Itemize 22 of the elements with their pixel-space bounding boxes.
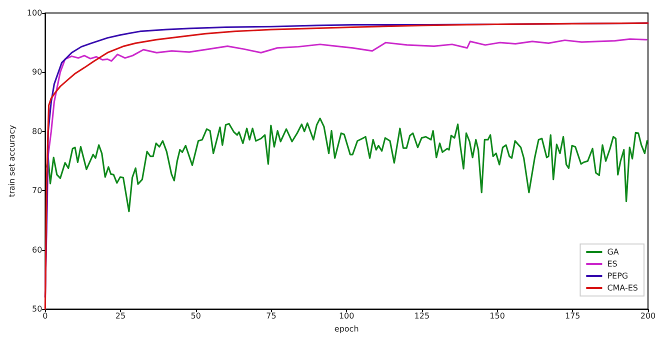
legend-label: ES xyxy=(607,260,618,268)
x-tick-label: 175 xyxy=(565,312,580,321)
y-tick-label: 100 xyxy=(26,8,42,18)
y-tick-label: 60 xyxy=(32,245,42,254)
y-axis-title: train set accuracy xyxy=(8,124,16,198)
line-series xyxy=(46,118,648,212)
y-tick-label: 70 xyxy=(32,186,42,196)
y-tick-label: 80 xyxy=(32,126,42,136)
x-tick-label: 0 xyxy=(42,312,48,321)
x-tick-label: 100 xyxy=(338,312,354,321)
legend-label: PEPG xyxy=(607,272,628,280)
x-tick-label: 200 xyxy=(640,312,656,321)
x-axis-title: epoch xyxy=(334,324,359,334)
x-tick-label: 150 xyxy=(490,312,505,321)
x-tick-label: 125 xyxy=(414,312,430,321)
y-tick-label: 90 xyxy=(32,68,42,77)
legend-label: GA xyxy=(607,248,620,256)
y-tick-label: 50 xyxy=(32,304,42,314)
x-tick-label: 75 xyxy=(266,312,276,321)
legend-label: CMA-ES xyxy=(607,284,638,292)
x-tick-label: 50 xyxy=(190,312,201,321)
x-tick-label: 25 xyxy=(115,312,126,321)
